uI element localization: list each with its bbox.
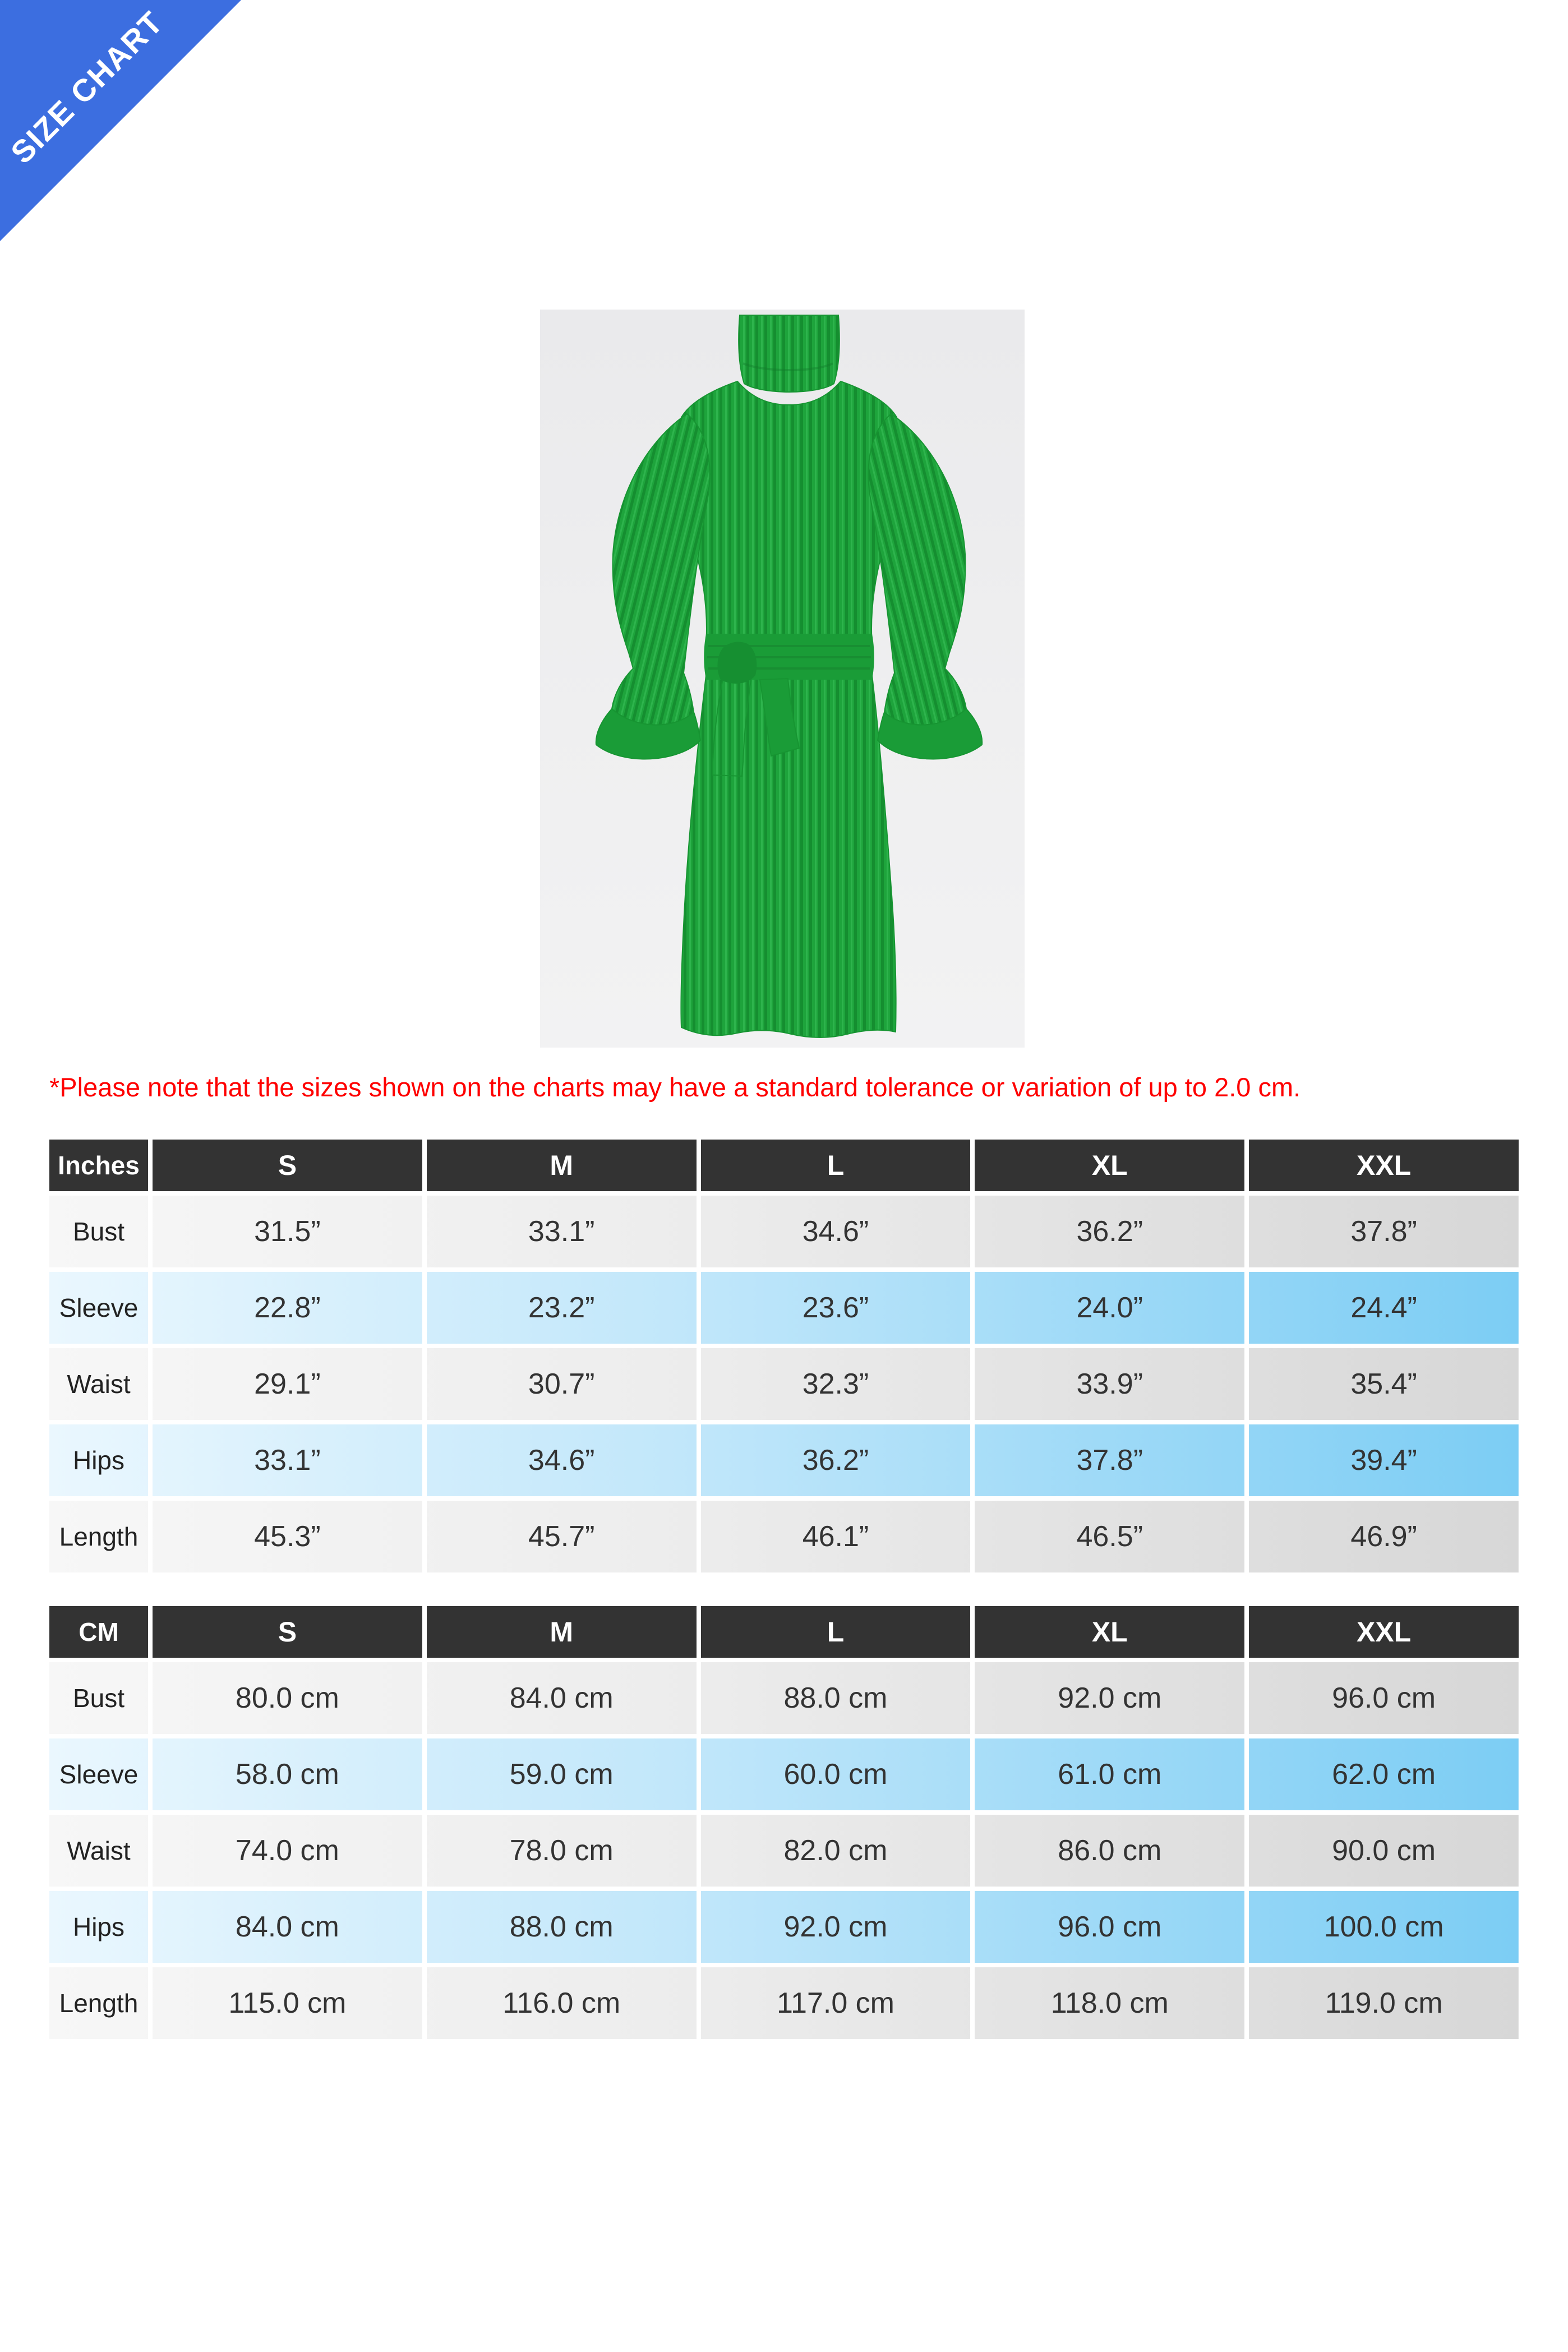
size-cell: 39.4”: [1350, 1444, 1417, 1477]
col-header-m: M: [426, 1140, 697, 1191]
size-cell: 23.2”: [528, 1292, 595, 1324]
table-row: Bust 80.0 cm 84.0 cm 88.0 cm 92.0 cm 96.…: [49, 1662, 1519, 1734]
size-cell: 90.0 cm: [1332, 1834, 1436, 1867]
unit-header-inches: Inches: [49, 1140, 148, 1191]
size-cell: 88.0 cm: [509, 1911, 614, 1943]
table-row: Hips 33.1” 34.6” 36.2” 37.8” 39.4”: [49, 1424, 1519, 1496]
size-cell: 116.0 cm: [502, 1987, 621, 2019]
size-cell: 33.1”: [254, 1444, 321, 1477]
size-cell: 117.0 cm: [776, 1987, 894, 2019]
table-row: Sleeve 58.0 cm 59.0 cm 60.0 cm 61.0 cm 6…: [49, 1738, 1519, 1810]
row-label-sleeve: Sleeve: [59, 1293, 139, 1322]
size-cell: 84.0 cm: [509, 1682, 614, 1714]
row-label-hips: Hips: [72, 1912, 125, 1941]
size-cell: 37.8”: [1076, 1444, 1143, 1477]
size-cell: 24.4”: [1350, 1292, 1417, 1324]
size-cell: 60.0 cm: [783, 1758, 888, 1791]
size-cell: 36.2”: [802, 1444, 869, 1477]
product-photo: [540, 310, 1025, 1048]
table-row: Waist 29.1” 30.7” 32.3” 33.9” 35.4”: [49, 1348, 1519, 1420]
col-header-xl: XL: [975, 1606, 1245, 1658]
row-label-length: Length: [59, 1989, 139, 2018]
table-header-row: Inches S M L XL XXL: [49, 1140, 1519, 1191]
row-label-length: Length: [59, 1522, 139, 1551]
table-row: Waist 74.0 cm 78.0 cm 82.0 cm 86.0 cm 90…: [49, 1815, 1519, 1887]
col-header-xl: XL: [975, 1140, 1245, 1191]
size-cell: 82.0 cm: [783, 1834, 888, 1867]
row-label-waist: Waist: [67, 1369, 131, 1399]
col-header-xxl: XXL: [1249, 1606, 1519, 1658]
table-row: Length 45.3” 45.7” 46.1” 46.5” 46.9”: [49, 1501, 1519, 1572]
size-cell: 58.0 cm: [235, 1758, 339, 1791]
col-header-l: L: [700, 1606, 971, 1658]
size-cell: 80.0 cm: [235, 1682, 339, 1714]
col-header-s: S: [153, 1606, 422, 1658]
dress-illustration: [595, 315, 983, 1038]
size-cell: 115.0 cm: [228, 1987, 347, 2019]
size-cell: 86.0 cm: [1058, 1834, 1162, 1867]
table-row: Bust 31.5” 33.1” 34.6” 36.2” 37.8”: [49, 1196, 1519, 1267]
size-cell: 100.0 cm: [1323, 1911, 1444, 1943]
size-cell: 46.9”: [1350, 1520, 1417, 1553]
col-header-s: S: [153, 1140, 422, 1191]
size-cell: 88.0 cm: [783, 1682, 888, 1714]
table-header-row: CM S M L XL XXL: [49, 1606, 1519, 1658]
row-label-bust: Bust: [72, 1217, 125, 1246]
size-cell: 35.4”: [1350, 1368, 1417, 1400]
size-cell: 34.6”: [528, 1444, 595, 1477]
size-cell: 119.0 cm: [1325, 1987, 1443, 2019]
size-cell: 78.0 cm: [509, 1834, 614, 1867]
unit-header-cm: CM: [49, 1606, 148, 1658]
size-table-inches: Inches S M L XL XXL Bust 31.5” 33.1” 34.…: [45, 1135, 1523, 1577]
table-row: Hips 84.0 cm 88.0 cm 92.0 cm 96.0 cm 100…: [49, 1891, 1519, 1963]
size-cell: 22.8”: [254, 1292, 321, 1324]
table-row: Length 115.0 cm 116.0 cm 117.0 cm 118.0 …: [49, 1967, 1519, 2039]
size-cell: 24.0”: [1076, 1292, 1143, 1324]
size-cell: 33.1”: [528, 1215, 595, 1248]
table-row: Sleeve 22.8” 23.2” 23.6” 24.0” 24.4”: [49, 1272, 1519, 1344]
size-cell: 96.0 cm: [1058, 1911, 1162, 1943]
row-label-waist: Waist: [67, 1836, 131, 1865]
tolerance-note: *Please note that the sizes shown on the…: [49, 1072, 1301, 1102]
size-cell: 45.3”: [254, 1520, 321, 1553]
row-label-bust: Bust: [72, 1684, 125, 1713]
col-header-m: M: [426, 1606, 697, 1658]
size-cell: 118.0 cm: [1050, 1987, 1169, 2019]
size-cell: 74.0 cm: [235, 1834, 339, 1867]
size-cell: 61.0 cm: [1058, 1758, 1162, 1791]
size-cell: 30.7”: [528, 1368, 595, 1400]
size-cell: 34.6”: [802, 1215, 869, 1248]
size-cell: 29.1”: [254, 1368, 321, 1400]
size-cell: 32.3”: [802, 1368, 869, 1400]
size-cell: 96.0 cm: [1332, 1682, 1436, 1714]
row-label-sleeve: Sleeve: [59, 1760, 139, 1789]
size-cell: 92.0 cm: [1058, 1682, 1162, 1714]
size-cell: 31.5”: [254, 1215, 321, 1248]
size-cell: 62.0 cm: [1332, 1758, 1436, 1791]
row-label-hips: Hips: [72, 1446, 125, 1475]
size-cell: 92.0 cm: [783, 1911, 888, 1943]
size-cell: 84.0 cm: [235, 1911, 339, 1943]
size-cell: 45.7”: [528, 1520, 595, 1553]
size-cell: 23.6”: [802, 1292, 869, 1324]
col-header-l: L: [700, 1140, 971, 1191]
size-cell: 37.8”: [1350, 1215, 1417, 1248]
size-cell: 33.9”: [1076, 1368, 1143, 1400]
corner-ribbon: [0, 0, 241, 241]
size-cell: 59.0 cm: [509, 1758, 614, 1791]
size-cell: 36.2”: [1076, 1215, 1143, 1248]
size-cell: 46.1”: [802, 1520, 869, 1553]
size-table-cm: CM S M L XL XXL Bust 80.0 cm 84.0 cm 88.…: [45, 1602, 1523, 2044]
col-header-xxl: XXL: [1249, 1140, 1519, 1191]
size-cell: 46.5”: [1076, 1520, 1143, 1553]
